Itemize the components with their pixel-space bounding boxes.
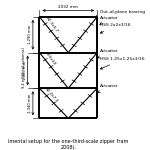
Text: S1.3x5.7: S1.3x5.7	[45, 16, 59, 33]
Text: 6.5x10: 6.5x10	[45, 52, 56, 66]
Text: 1,290 mm: 1,290 mm	[28, 25, 32, 44]
Text: 2032 mm: 2032 mm	[58, 5, 78, 9]
Text: HSS 2x2x3/16: HSS 2x2x3/16	[100, 24, 131, 33]
Text: Actuator: Actuator	[98, 84, 119, 93]
Text: Out-of-plane bracing: Out-of-plane bracing	[95, 10, 146, 17]
Text: HSS 1.25x1.25x3/16: HSS 1.25x1.25x3/16	[100, 57, 145, 69]
Text: 9.4 x 615 (all columns): 9.4 x 615 (all columns)	[22, 47, 26, 88]
Text: imental setup for the one-third-scale zipper fram
2008).: imental setup for the one-third-scale zi…	[8, 140, 129, 150]
Text: 1,340 mm: 1,340 mm	[28, 94, 32, 113]
Text: Actuator: Actuator	[100, 16, 119, 24]
Text: 1,065 mm: 1,065 mm	[23, 61, 27, 80]
Text: S1.2x7.5: S1.2x7.5	[45, 87, 59, 104]
Text: Actuator: Actuator	[98, 50, 119, 58]
